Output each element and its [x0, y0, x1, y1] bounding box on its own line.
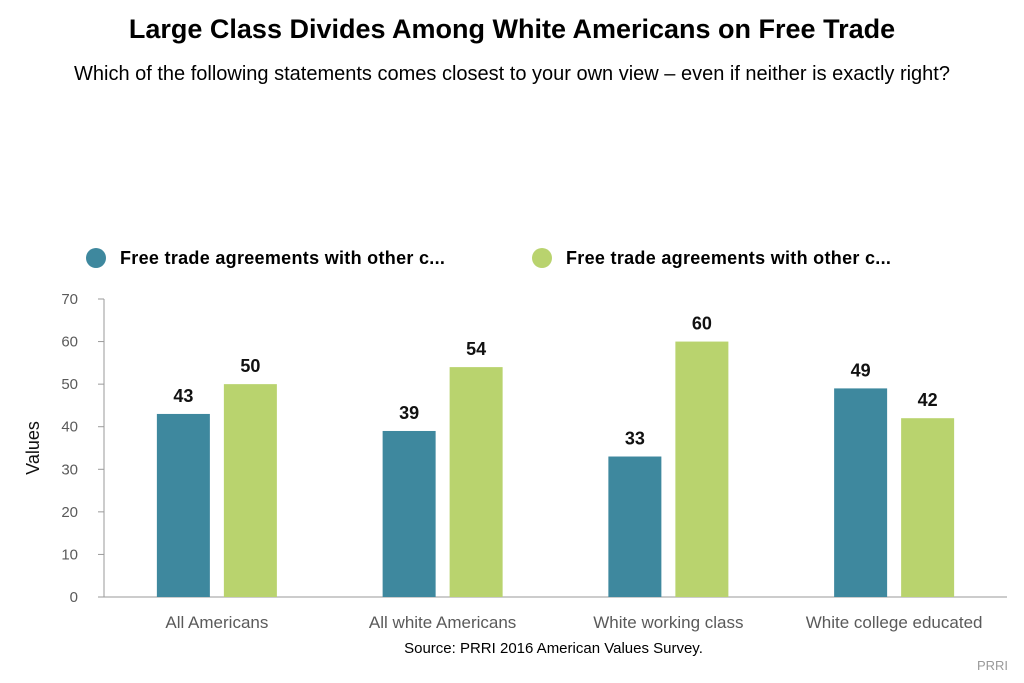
- y-tick-label: 70: [61, 291, 78, 308]
- bar-series-2: [449, 367, 503, 597]
- legend-label-series-1: Free trade agreements with other c...: [120, 247, 446, 268]
- bar-series-1: [608, 456, 662, 597]
- y-tick-label: 50: [61, 376, 78, 393]
- data-label: 54: [466, 339, 486, 359]
- y-tick-label: 10: [61, 546, 78, 563]
- bar-series-2: [901, 418, 955, 597]
- bar-series-2: [675, 341, 729, 597]
- bar-series-1: [834, 388, 888, 597]
- legend-dot-series-1: [86, 248, 106, 268]
- chart-subtitle: Which of the following statements comes …: [74, 63, 950, 85]
- legend-item-series-2[interactable]: Free trade agreements with other c...: [532, 244, 891, 272]
- y-tick-label: 30: [61, 461, 78, 478]
- y-axis-title: Values: [23, 421, 43, 475]
- y-tick-label: 40: [61, 419, 78, 436]
- bar-series-1: [382, 430, 436, 597]
- x-category-label: White college educated: [806, 613, 983, 632]
- chart-title: Large Class Divides Among White American…: [128, 14, 896, 44]
- data-label: 42: [918, 390, 938, 410]
- chart-source: Source: PRRI 2016 American Values Survey…: [404, 640, 703, 657]
- y-tick-label: 60: [61, 334, 78, 351]
- legend-label-series-2: Free trade agreements with other c...: [566, 247, 892, 268]
- data-label: 43: [173, 386, 193, 406]
- data-label: 33: [625, 429, 645, 449]
- bar-series-1: [156, 413, 210, 597]
- bar-series-2: [223, 384, 277, 597]
- x-category-label: All Americans: [165, 613, 268, 632]
- data-label: 50: [240, 356, 260, 376]
- legend-dot-series-2: [532, 248, 552, 268]
- chart-legend: Free trade agreements with other c... Fr…: [86, 244, 986, 272]
- data-label: 49: [851, 360, 871, 380]
- data-label: 60: [692, 314, 712, 334]
- y-tick-label: 20: [61, 504, 78, 521]
- x-category-label: All white Americans: [369, 613, 516, 632]
- chart-credit: PRRI: [976, 658, 1008, 673]
- legend-item-series-1[interactable]: Free trade agreements with other c...: [86, 244, 445, 272]
- y-tick-label: 0: [70, 589, 78, 606]
- x-category-label: White working class: [593, 613, 743, 632]
- data-label: 39: [399, 403, 419, 423]
